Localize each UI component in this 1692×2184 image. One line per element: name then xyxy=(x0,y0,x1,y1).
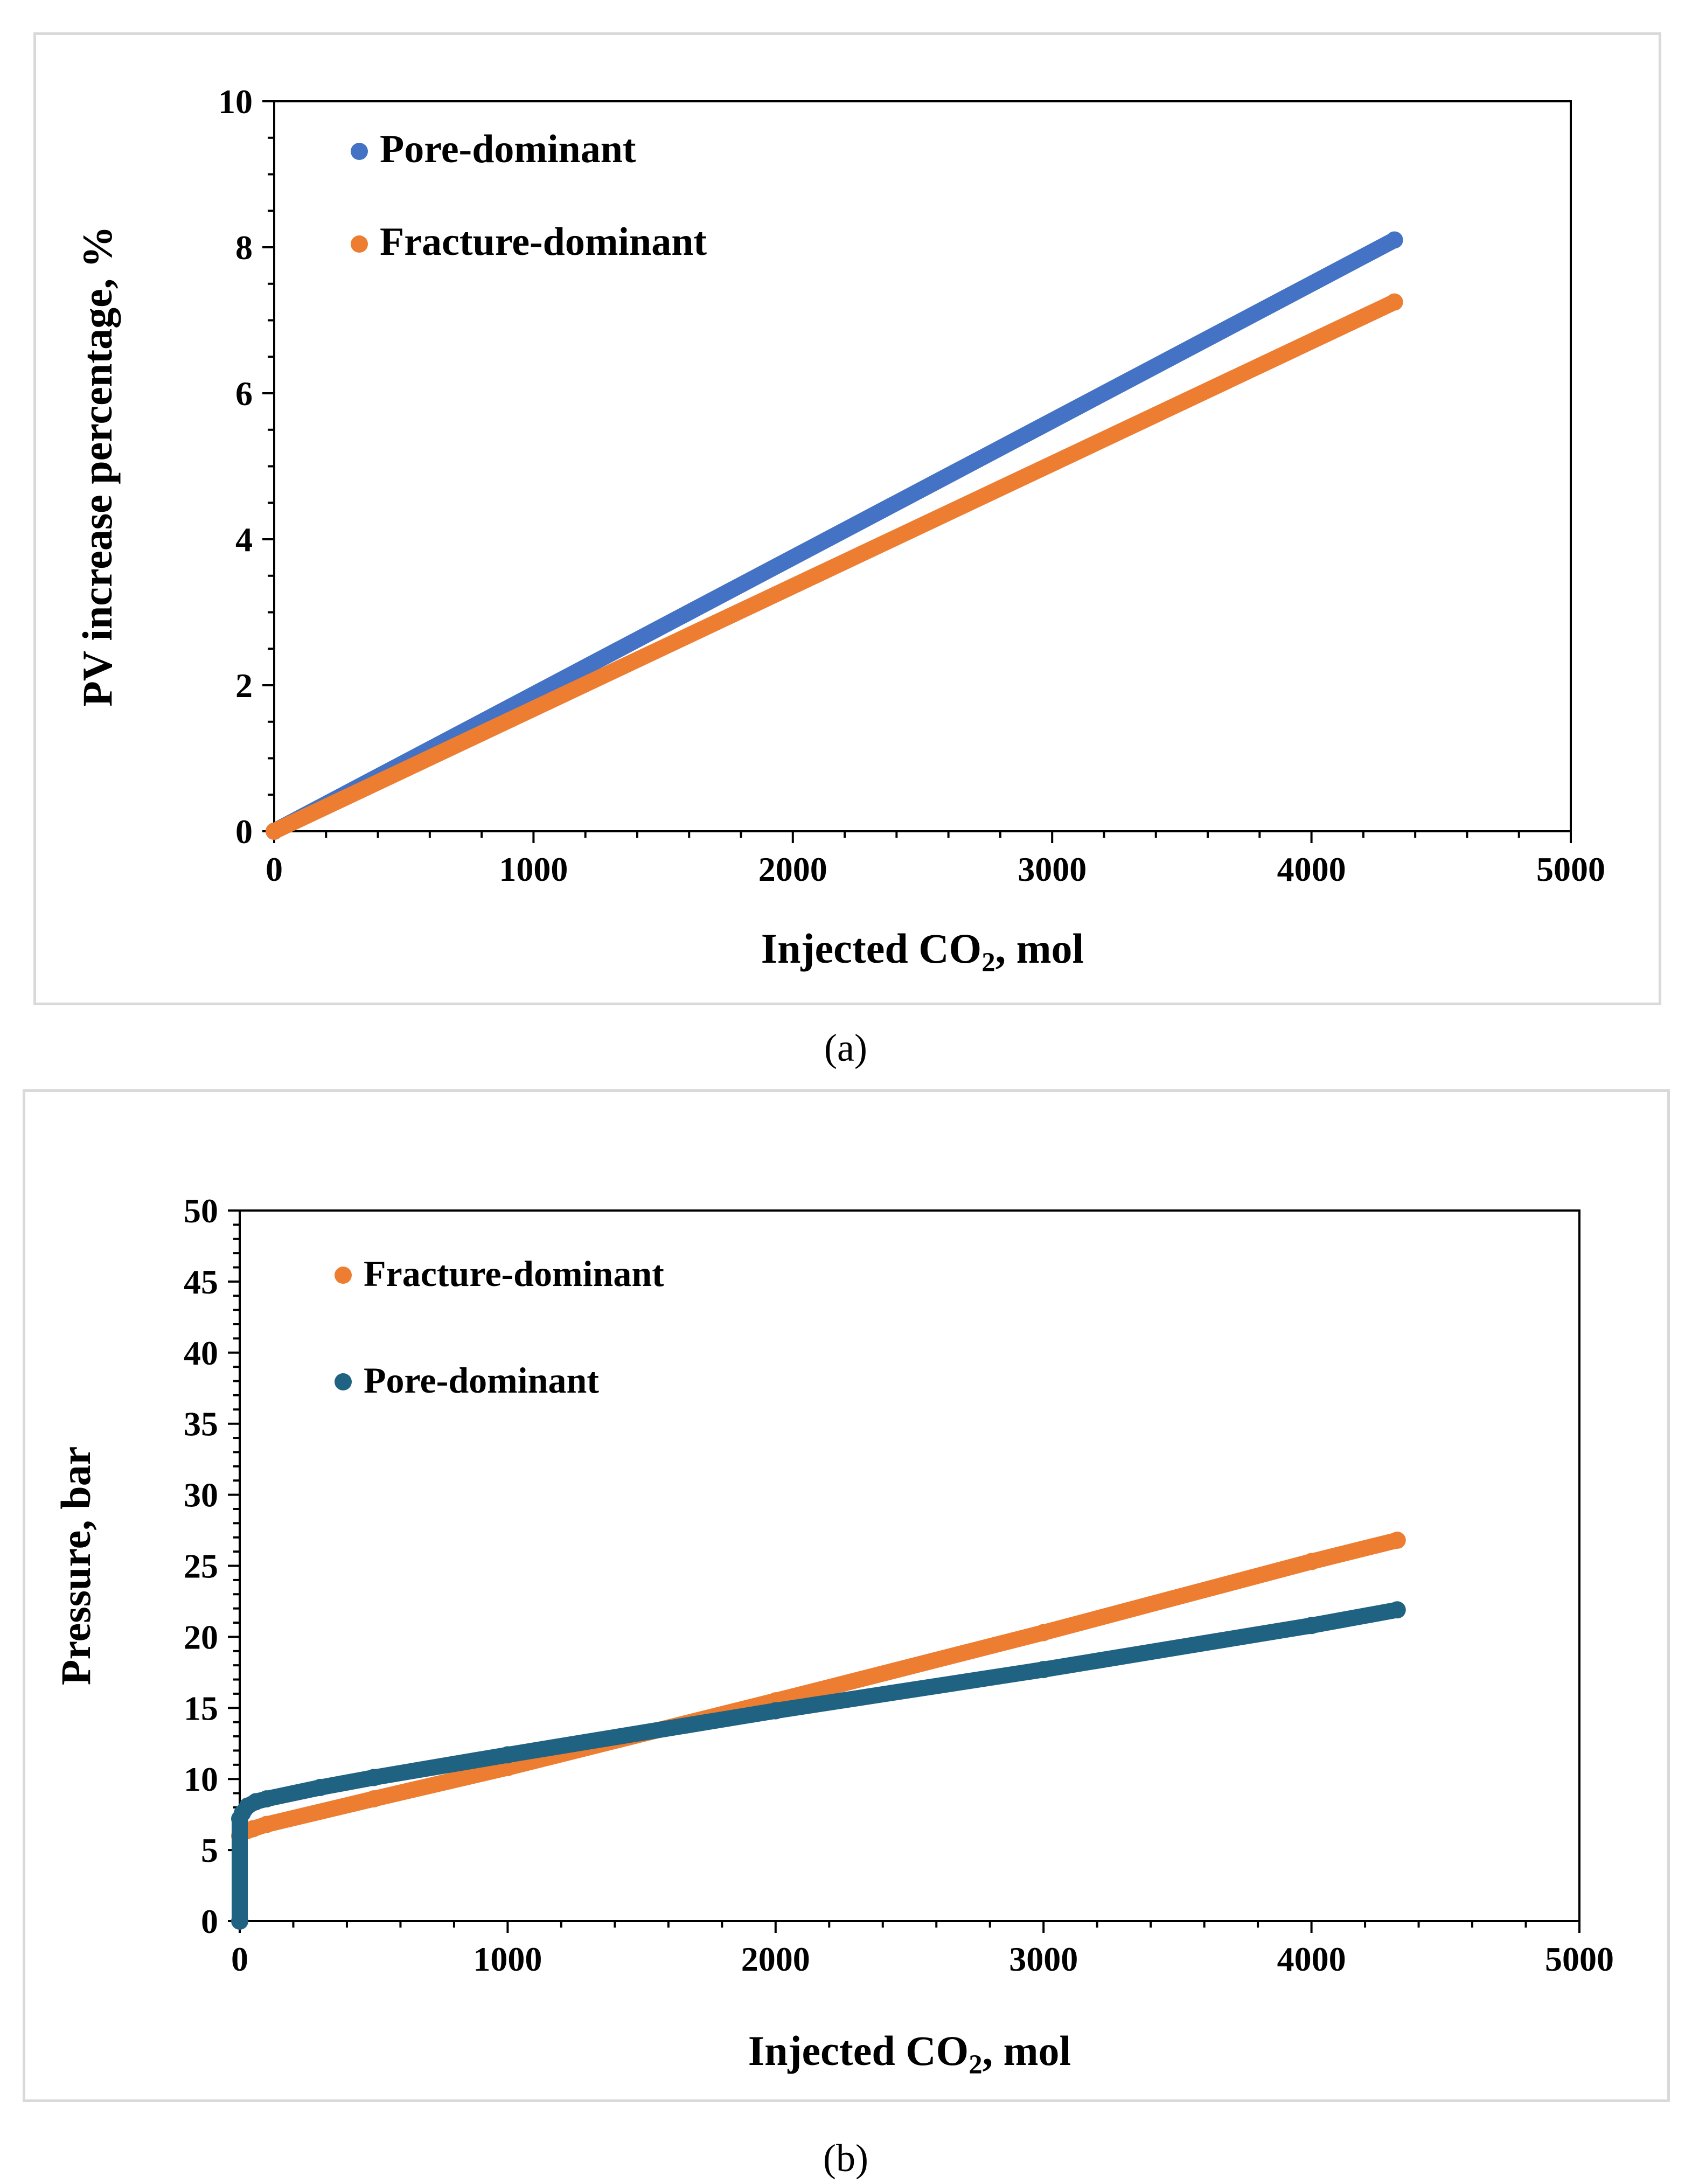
chart-b-data-point xyxy=(244,1820,262,1838)
chart-a-x-tick-label: 2000 xyxy=(758,850,827,888)
chart-a-series-line-0 xyxy=(266,232,1403,839)
caption-a: (a) xyxy=(824,1026,867,1069)
chart-a-legend-marker xyxy=(351,143,368,160)
chart-b-data-point xyxy=(257,1816,275,1833)
chart-b-data-point xyxy=(767,1702,784,1720)
chart-b-data-point xyxy=(499,1746,517,1764)
chart-b-x-tick-label: 4000 xyxy=(1277,1940,1346,1978)
chart-a-legend-label: Fracture-dominant xyxy=(380,220,707,264)
chart-b-data-point xyxy=(1035,1661,1053,1679)
chart-panel-a: 0 1000 2000 3000 4000 5000 0 2 4 6 8 10 Injected CO2… xyxy=(33,32,1661,1005)
chart-a-data-point xyxy=(1385,293,1403,311)
chart-b-y-tick-label: 45 xyxy=(184,1263,218,1301)
chart-a-x-axis-label: Injected CO2, mol xyxy=(761,925,1084,977)
chart-b-y-tick-label: 30 xyxy=(184,1476,218,1514)
chart-a-x-tick-label: 1000 xyxy=(499,850,568,888)
chart-b-x-tick-label: 1000 xyxy=(473,1940,542,1978)
chart-a-svg: 0 1000 2000 3000 4000 5000 0 2 4 6 8 10 Injected CO2… xyxy=(74,82,1605,977)
chart-panel-b: 0 1000 2000 3000 4000 5000 0 5 10 15 20 25 30 35 40 45 5… xyxy=(23,1089,1670,2102)
chart-a-x-tick-label: 3000 xyxy=(1018,850,1087,888)
chart-b-x-tick-label: 2000 xyxy=(741,1940,810,1978)
chart-a-legend-marker xyxy=(351,235,368,253)
chart-b-series-line-0 xyxy=(232,1532,1405,1844)
chart-b-data-point xyxy=(365,1769,382,1786)
chart-a-y-axis-label: PV increase percentage, % xyxy=(74,226,121,706)
chart-b-legend-marker xyxy=(335,1373,352,1390)
chart-b-data-point xyxy=(231,1912,248,1930)
chart-b-x-tick-label: 3000 xyxy=(1009,1940,1078,1978)
chart-b-y-axis-label: Pressure, bar xyxy=(52,1446,99,1685)
chart-b-y-tick-label: 10 xyxy=(184,1760,218,1798)
chart-b-data-point xyxy=(311,1779,329,1797)
chart-a-y-tick-label: 0 xyxy=(235,812,253,851)
chart-b-data-point xyxy=(1303,1617,1320,1634)
chart-b-series-pore-dominant xyxy=(231,1601,1406,1930)
chart-b-x-axis-label: Injected CO2, mol xyxy=(748,2027,1071,2079)
chart-b-x-tick-label: 0 xyxy=(231,1940,248,1978)
caption-b: (b) xyxy=(823,2137,868,2180)
chart-a-y-tick-label: 8 xyxy=(235,228,253,267)
chart-a-x-tick-label: 4000 xyxy=(1277,850,1346,888)
chart-a-y-tick-label: 10 xyxy=(218,82,253,121)
chart-b-data-point xyxy=(1388,1601,1406,1619)
chart-b-y-tick-label: 20 xyxy=(184,1618,218,1656)
chart-a-x-tick-label: 5000 xyxy=(1536,850,1605,888)
chart-b-y-tick-label: 15 xyxy=(184,1689,218,1727)
chart-b-y-tick-label: 40 xyxy=(184,1334,218,1372)
chart-b-legend-label: Fracture-dominant xyxy=(364,1253,664,1294)
chart-b-y-tick-label: 35 xyxy=(184,1405,218,1443)
chart-a-series-line-1 xyxy=(266,294,1403,839)
chart-a-x-tick-label: 0 xyxy=(266,850,283,888)
chart-b-y-tick-label: 25 xyxy=(184,1547,218,1585)
chart-a-y-tick-label: 6 xyxy=(235,374,253,413)
chart-b-svg: 0 1000 2000 3000 4000 5000 0 5 10 15 20 25 30 35 40 45 5… xyxy=(52,1192,1614,2079)
chart-b-series-fracture-dominant xyxy=(231,1532,1406,1845)
chart-b-data-point xyxy=(1035,1624,1053,1642)
chart-a-data-point xyxy=(1385,231,1403,249)
chart-a-data-point xyxy=(266,823,283,840)
chart-b-data-point xyxy=(365,1790,382,1808)
chart-b-y-tick-label: 0 xyxy=(201,1902,218,1940)
chart-b-plot-frame xyxy=(239,1209,1580,1922)
chart-b-data-point xyxy=(1388,1532,1406,1549)
chart-a-legend-label: Pore-dominant xyxy=(380,127,636,171)
chart-a-y-tick-label: 2 xyxy=(235,666,253,705)
chart-b-legend-marker xyxy=(335,1267,352,1284)
chart-a-series-fracture-dominant xyxy=(266,293,1403,840)
chart-b-y-tick-label: 50 xyxy=(184,1192,218,1230)
chart-b-x-tick-label: 5000 xyxy=(1545,1940,1614,1978)
chart-b-series-line-1 xyxy=(232,1602,1405,1929)
chart-b-y-tick-label: 5 xyxy=(201,1831,218,1869)
chart-a-y-tick-label: 4 xyxy=(235,520,253,559)
chart-b-legend-label: Pore-dominant xyxy=(364,1360,599,1401)
chart-b-data-point xyxy=(1303,1553,1320,1570)
chart-b-data-point xyxy=(257,1790,275,1808)
